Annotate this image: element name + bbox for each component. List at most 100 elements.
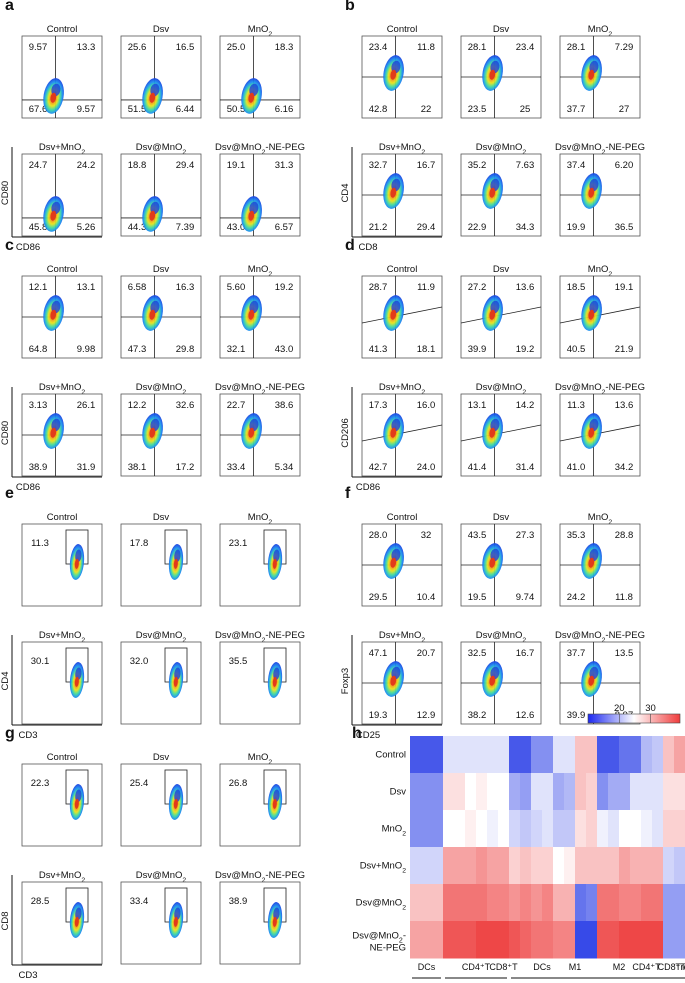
heatmap-cell bbox=[630, 921, 642, 959]
plot-c-1: Control 12.1 13.1 64.8 9.98 bbox=[21, 264, 103, 359]
column-label-6: M2 bbox=[613, 962, 626, 972]
column-label-3: CD8⁺T bbox=[489, 962, 518, 972]
quadrant-ur-value: 7.63 bbox=[516, 160, 535, 171]
quadrant-ul-value: 23.4 bbox=[369, 42, 388, 53]
plot-f-5-title: Dsv@MnO2 bbox=[476, 630, 527, 644]
plot-frame bbox=[21, 641, 103, 725]
density-core bbox=[248, 309, 255, 320]
heatmap-cell bbox=[465, 773, 477, 811]
plot-a-1: Control 9.57 13.3 67.6 9.57 bbox=[21, 24, 103, 119]
heatmap-cell bbox=[663, 736, 675, 774]
population bbox=[383, 55, 404, 91]
heatmap-cell bbox=[410, 810, 422, 848]
population bbox=[43, 196, 64, 232]
quadrant-ul-value: 37.4 bbox=[567, 160, 586, 171]
plot-a-5-title: Dsv@MnO2 bbox=[136, 142, 187, 156]
plot-a-3-title: MnO2 bbox=[248, 24, 273, 38]
quadrant-ll-value: 33.4 bbox=[227, 462, 246, 473]
quadrant-ur-value: 32 bbox=[421, 530, 432, 541]
panel-letter-a: a bbox=[5, 0, 14, 14]
population bbox=[267, 662, 283, 698]
population bbox=[241, 78, 262, 114]
plot-a-1-title: Control bbox=[47, 24, 78, 35]
plot-a-5: Dsv@MnO2 18.8 29.4 44.3 7.39 bbox=[120, 142, 202, 237]
heatmap-cell bbox=[476, 847, 488, 885]
colorbar-tick-30: 30 bbox=[645, 703, 656, 714]
plot-c-5: Dsv@MnO2 12.2 32.6 38.1 17.2 bbox=[120, 382, 202, 477]
population bbox=[142, 196, 163, 232]
heatmap-cell bbox=[652, 921, 664, 959]
plot-frame bbox=[120, 35, 202, 119]
plot-g-1: Control 22.3 bbox=[21, 752, 103, 847]
heatmap-cell bbox=[520, 736, 532, 774]
plot-e-5-title: Dsv@MnO2 bbox=[136, 630, 187, 644]
density-core bbox=[173, 798, 178, 809]
heatmap-cell bbox=[465, 847, 477, 885]
population bbox=[241, 295, 262, 331]
heatmap-cell bbox=[553, 921, 565, 959]
heatmap-cell bbox=[410, 921, 422, 959]
quadrant-ul-value: 6.58 bbox=[128, 282, 147, 293]
gate-percent: 23.1 bbox=[229, 538, 248, 549]
quadrant-ll-value: 64.8 bbox=[29, 344, 48, 355]
heatmap-cell bbox=[410, 884, 422, 922]
quadrant-ur-value: 13.3 bbox=[77, 42, 96, 53]
heatmap-cell bbox=[421, 773, 433, 811]
quadrant-ul-value: 25.0 bbox=[227, 42, 246, 53]
panel-letter-e: e bbox=[5, 485, 14, 502]
plot-e-6: Dsv@MnO2-NE-PEG 35.5 bbox=[215, 630, 305, 725]
heatmap-cell bbox=[509, 810, 521, 848]
row-label-2-title: Dsv bbox=[390, 787, 407, 798]
gate-percent: 32.0 bbox=[130, 656, 149, 667]
population bbox=[482, 173, 503, 209]
plot-frame bbox=[120, 523, 202, 607]
quadrant-lr-value: 29.8 bbox=[176, 344, 195, 355]
heatmap-cell bbox=[641, 810, 653, 848]
heatmap-cell bbox=[674, 884, 685, 922]
heatmap-cell bbox=[498, 884, 510, 922]
plot-frame bbox=[460, 393, 542, 477]
heatmap-cell bbox=[586, 773, 598, 811]
density-core bbox=[489, 187, 496, 198]
heatmap-cell bbox=[542, 847, 554, 885]
heatmap-cell bbox=[498, 921, 510, 959]
heatmap-cell bbox=[498, 773, 510, 811]
column-label-9: Tregs bbox=[675, 962, 685, 972]
heatmap-cell bbox=[608, 736, 620, 774]
row-label-6: Dsv@MnO2- bbox=[352, 931, 406, 945]
population bbox=[142, 78, 163, 114]
quadrant-lr-value: 31.4 bbox=[516, 462, 535, 473]
heatmap-cell bbox=[575, 847, 587, 885]
population bbox=[43, 295, 64, 331]
plot-a-6: Dsv@MnO2-NE-PEG 19.1 31.3 43.0 6.57 bbox=[215, 142, 305, 237]
population bbox=[383, 543, 404, 579]
heatmap-cell bbox=[586, 847, 598, 885]
heatmap-cell bbox=[608, 810, 620, 848]
quadrant-ur-value: 11.8 bbox=[417, 42, 435, 53]
quadrant-lr-value: 24.0 bbox=[417, 462, 436, 473]
quadrant-ur-value: 16.0 bbox=[417, 400, 436, 411]
quadrant-ur-value: 19.2 bbox=[275, 282, 294, 293]
plot-d-4: Dsv+MnO2 17.3 16.0 42.7 24.0 bbox=[361, 382, 443, 477]
quadrant-ul-value: 24.7 bbox=[29, 160, 48, 171]
density-core bbox=[489, 69, 496, 80]
quadrant-lr-value: 17.2 bbox=[176, 462, 195, 473]
heatmap-cell bbox=[421, 736, 433, 774]
quadrant-ul-value: 5.60 bbox=[227, 282, 246, 293]
panel-d: d Control 28.7 11.9 41.3 18.1 Dsv 27.2 13.6 39.9 1… bbox=[340, 237, 645, 493]
panel-letter-d: d bbox=[345, 237, 355, 254]
heatmap-cell bbox=[432, 921, 444, 959]
plot-g-3: MnO2 26.8 bbox=[219, 752, 301, 847]
quadrant-ul-value: 22.7 bbox=[227, 400, 246, 411]
gate-percent: 26.8 bbox=[229, 778, 248, 789]
plot-e-1: Control 11.3 bbox=[21, 512, 103, 607]
plot-frame bbox=[21, 881, 103, 965]
plot-f-4-title: Dsv+MnO2 bbox=[379, 630, 426, 644]
heatmap-cell bbox=[443, 884, 455, 922]
heatmap-cell bbox=[432, 847, 444, 885]
heatmap-cell bbox=[487, 921, 499, 959]
heatmap-cell bbox=[564, 921, 576, 959]
heatmap-cell bbox=[608, 773, 620, 811]
quadrant-ur-value: 16.3 bbox=[176, 282, 195, 293]
